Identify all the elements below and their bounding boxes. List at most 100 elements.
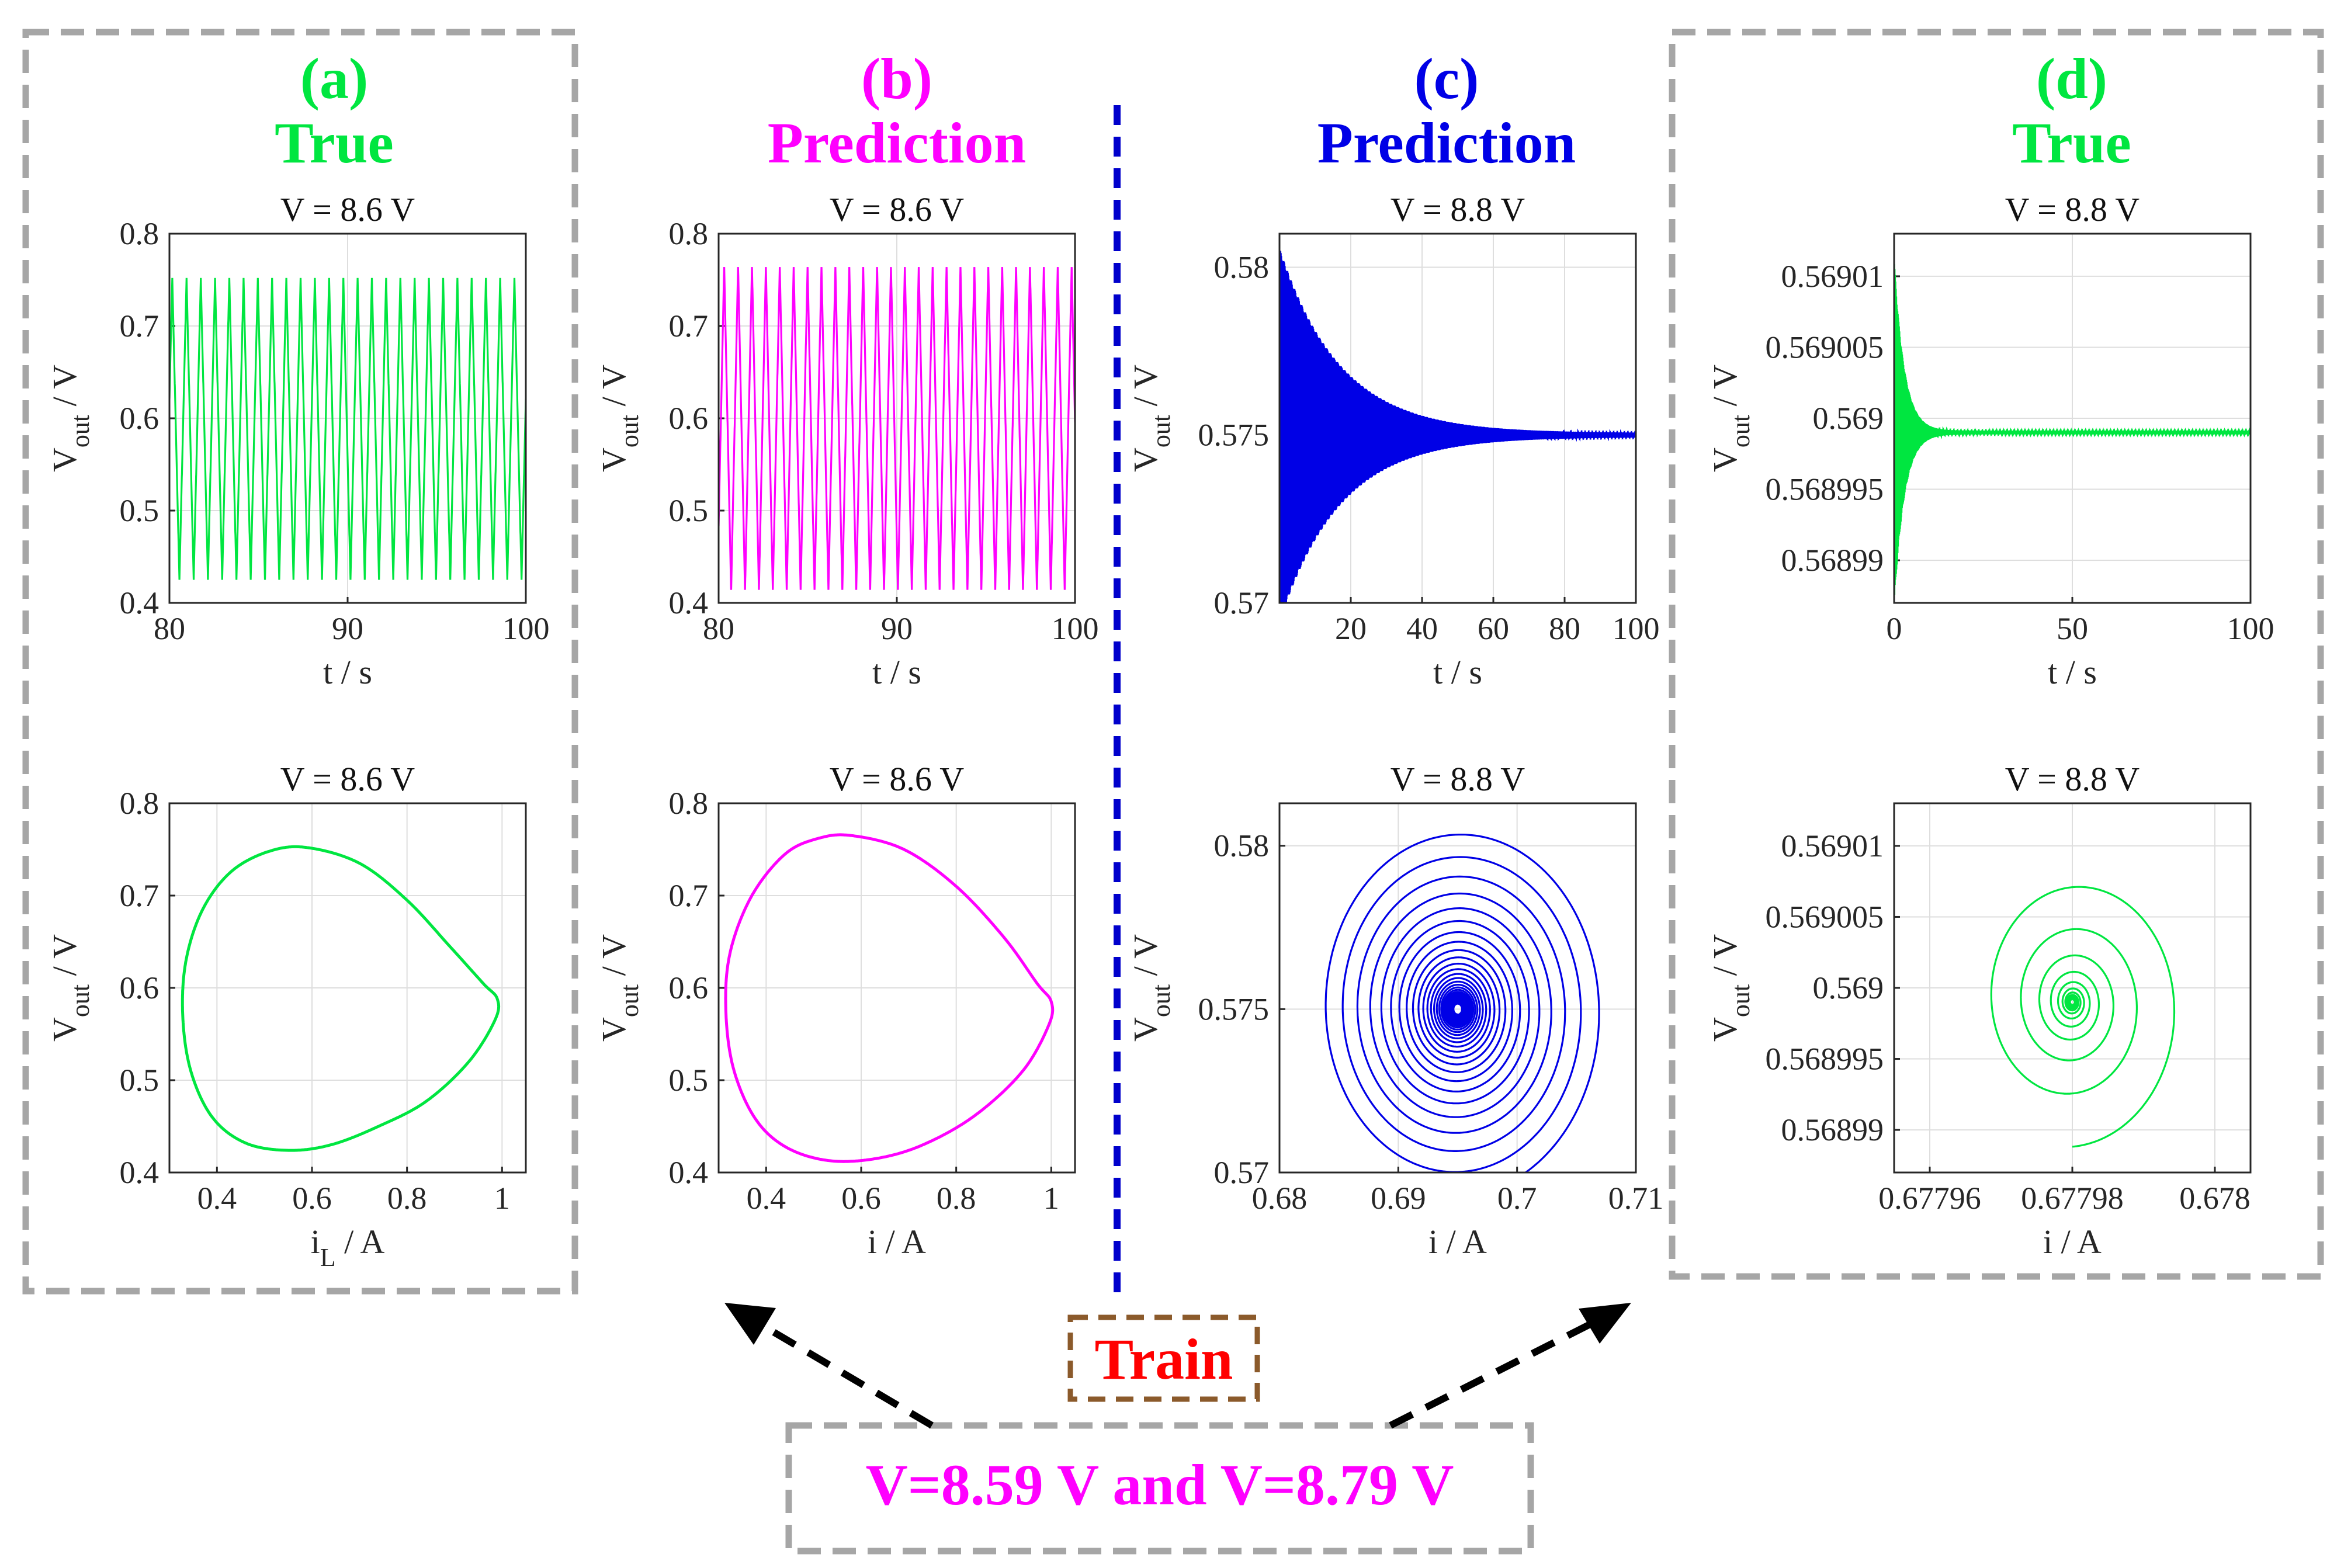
x-tick-label: 0.6	[292, 1181, 332, 1216]
x-tick-label: 100	[1613, 611, 1660, 646]
x-tick-label: 0.7	[1497, 1181, 1537, 1216]
x-tick-label: 1	[494, 1181, 510, 1216]
x-tick-label: 80	[1549, 611, 1580, 646]
x-axis-label: t / s	[2048, 653, 2097, 691]
x-axis-label: i / A	[868, 1223, 926, 1261]
chart-d-time: 0 50 100 0.56899 0.568995 0.569 0.569005 0.5690…	[1706, 190, 2274, 691]
x-tick-label: 0.67796	[1878, 1181, 1981, 1216]
panel-a-name: True	[275, 110, 394, 175]
y-tick-label: 0.6	[120, 970, 159, 1005]
y-axis-label: Vout / V	[595, 934, 644, 1042]
x-tick-label: 80	[154, 611, 185, 646]
data-series-line	[1990, 886, 2176, 1148]
x-tick-label: 20	[1335, 611, 1367, 646]
x-tick-label: 0.69	[1371, 1181, 1426, 1216]
y-tick-label: 0.56899	[1781, 1112, 1884, 1147]
y-tick-label: 0.7	[120, 308, 159, 344]
x-tick-label: 100	[1052, 611, 1099, 646]
y-axis-label-sub: out	[1147, 415, 1176, 447]
y-axis-label-main: V	[46, 1017, 84, 1042]
y-tick-label: 0.569	[1813, 401, 1884, 436]
x-tick-label: 0	[1887, 611, 1902, 646]
plot-title: V = 8.8 V	[1391, 760, 1525, 798]
y-tick-label: 0.569	[1813, 970, 1884, 1005]
plot-frame	[717, 802, 1076, 1174]
y-axis-label-unit: / V	[46, 934, 84, 984]
plots-layer: 80 90 100 0.4 0.5 0.6 0.7 0.8 V = 8.6 V t / s Vout…	[46, 190, 2274, 1272]
x-tick-label: 0.8	[937, 1181, 976, 1216]
y-tick-label: 0.575	[1198, 418, 1270, 453]
x-tick-label: 0.6	[841, 1181, 881, 1216]
y-tick-label: 0.7	[669, 878, 709, 913]
arrow-left-line	[751, 1317, 934, 1429]
plot-frame	[168, 233, 527, 604]
x-tick-label: 100	[502, 611, 550, 646]
train-voltages-box	[785, 1422, 1534, 1555]
train-box	[1067, 1314, 1260, 1402]
y-axis-label-sub: out	[1726, 984, 1755, 1017]
data-series-line	[1894, 263, 2251, 595]
y-tick-label: 0.8	[669, 786, 709, 821]
plot-title: V = 8.6 V	[830, 190, 965, 228]
y-axis-label-sub: out	[66, 415, 95, 447]
panel-d-label: (d)	[2036, 46, 2107, 111]
y-tick-label: 0.4	[120, 585, 159, 620]
plot-frame	[1893, 233, 2252, 604]
y-axis-label: Vout / V	[595, 365, 644, 472]
plot-title: V = 8.8 V	[2005, 760, 2140, 798]
x-tick-label: 90	[332, 611, 363, 646]
y-tick-label: 0.8	[120, 216, 159, 251]
y-axis-label-main: V	[1706, 1017, 1744, 1042]
y-tick-label: 0.57	[1214, 1155, 1270, 1190]
y-axis-label-main: V	[1706, 447, 1744, 472]
y-axis-label-main: V	[595, 1017, 633, 1042]
arrow-right-head	[1579, 1303, 1631, 1344]
y-tick-label: 0.568995	[1766, 472, 1884, 507]
plot-title: V = 8.6 V	[280, 190, 415, 228]
y-axis-label-unit: / V	[1706, 934, 1744, 984]
panel-a-box	[22, 29, 578, 1295]
y-tick-label: 0.5	[669, 1063, 709, 1098]
panel-c-name: Prediction	[1317, 110, 1576, 175]
x-tick-label: 1	[1043, 1181, 1059, 1216]
panel-b-name: Prediction	[768, 110, 1027, 175]
y-axis-label-sub: out	[615, 984, 644, 1017]
x-tick-label: 50	[2057, 611, 2088, 646]
panel-a-label: (a)	[300, 46, 369, 111]
x-tick-label: 0.4	[197, 1181, 237, 1216]
chart-b-phase: 0.4 0.6 0.8 1 0.4 0.5 0.6 0.7 0.8 V = 8.6 V i / A V…	[595, 760, 1076, 1261]
y-tick-label: 0.4	[669, 585, 709, 620]
x-tick-label: 0.68	[1252, 1181, 1308, 1216]
y-axis-label: Vout / V	[1126, 365, 1176, 472]
y-tick-label: 0.58	[1214, 828, 1270, 863]
x-tick-label: 0.67798	[2021, 1181, 2124, 1216]
y-axis-label-main: V	[46, 447, 84, 472]
x-tick-label: 80	[703, 611, 734, 646]
plot-frame	[1278, 233, 1637, 604]
x-axis-label: t / s	[872, 653, 921, 691]
x-axis-label: i / A	[2043, 1223, 2102, 1261]
y-axis-label-sub: out	[66, 984, 95, 1017]
y-tick-label: 0.5	[669, 493, 709, 528]
y-tick-label: 0.5	[120, 1063, 159, 1098]
y-tick-label: 0.7	[669, 308, 709, 344]
y-tick-label: 0.6	[669, 970, 709, 1005]
chart-c-phase: 0.68 0.69 0.7 0.71 0.57 0.575 0.58 V = 8.8 V i /…	[1126, 760, 1663, 1261]
x-axis-label-main: i	[311, 1223, 320, 1261]
y-axis-label: Vout / V	[1706, 934, 1755, 1042]
x-tick-label: 0.71	[1608, 1181, 1664, 1216]
panel-d-box	[1669, 29, 2324, 1280]
y-axis-label-unit: / V	[1126, 365, 1164, 415]
y-axis-label-main: V	[1126, 1017, 1164, 1042]
y-axis-label: Vout / V	[1706, 365, 1755, 472]
arrow-right-line	[1389, 1317, 1600, 1429]
x-axis-label-sub: L	[320, 1243, 336, 1272]
y-axis-label-main: V	[595, 447, 633, 472]
chart-d-phase: 0.67796 0.67798 0.6780.568990.5689950.5690…	[1706, 760, 2252, 1261]
x-axis-label-unit: / A	[336, 1223, 385, 1261]
x-axis-label: iL / A	[311, 1223, 385, 1272]
x-tick-label: 0.4	[747, 1181, 786, 1216]
x-axis-label: i / A	[1428, 1223, 1487, 1261]
y-tick-label: 0.56899	[1781, 543, 1884, 578]
y-tick-label: 0.8	[120, 786, 159, 821]
